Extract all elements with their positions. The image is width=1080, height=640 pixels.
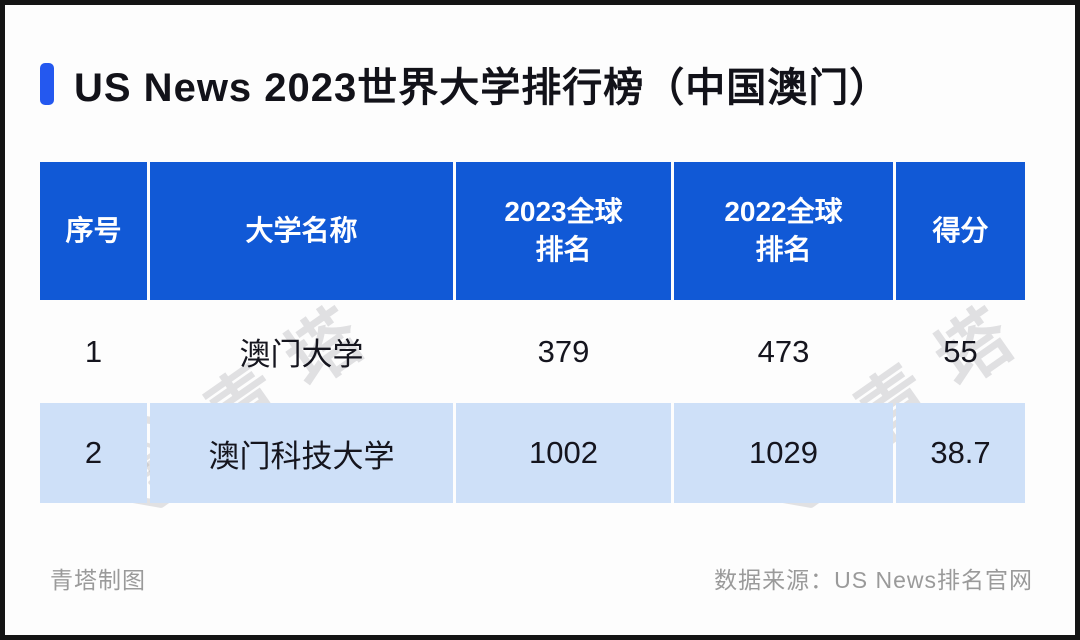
footer-source: 数据来源：US News排名官网 (714, 567, 1033, 593)
table-cell-index: 1 (84, 333, 103, 369)
title-row: US News 2023世界大学排行榜（中国澳门） (40, 55, 890, 113)
footer-credit: 青塔制图 (50, 567, 146, 593)
ranking-table: 序号 大学名称 2023全球 排名 2022全球 排名 得分 1 澳门大学 37… (40, 162, 1025, 503)
page-title: US News 2023世界大学排行榜（中国澳门） (74, 66, 891, 110)
column-header-rank-2023: 2023全球 排名 (456, 162, 671, 300)
table-cell-score: 38.7 (896, 403, 1025, 503)
table-cell-rank-2022: 1029 (674, 403, 893, 503)
column-header-rank-2022: 2022全球 排名 (674, 162, 893, 300)
title-accent-bar (40, 63, 54, 105)
footer: 青塔制图 数据来源：US News排名官网 (50, 561, 1033, 595)
column-header-score: 得分 (896, 162, 1025, 300)
table-cell-rank-2023: 379 (537, 333, 590, 369)
table-cell-index: 2 (40, 403, 147, 503)
column-header-university: 大学名称 (150, 162, 453, 300)
table-cell-score: 55 (943, 333, 978, 369)
table-cell-rank-2022: 473 (757, 333, 810, 369)
table-cell-university: 澳门科技大学 (150, 403, 453, 503)
table-cell-rank-2023: 1002 (456, 403, 671, 503)
table-cell-university: 澳门大学 (239, 337, 364, 372)
column-header-index: 序号 (40, 162, 147, 300)
